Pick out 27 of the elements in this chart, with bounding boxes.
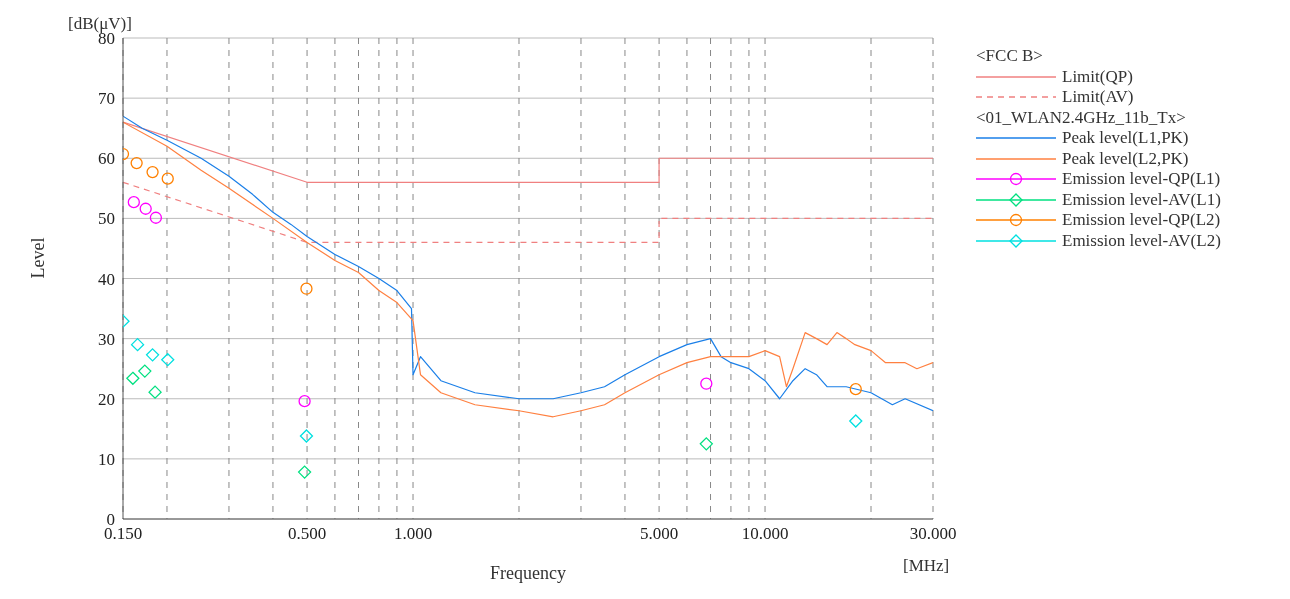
x-tick-label: 1.000 [393,524,433,544]
y-tick-label: 20 [98,389,115,409]
legend-label: Emission level-AV(L2) [1062,230,1221,251]
legend-label: Emission level-QP(L2) [1062,210,1221,231]
legend-label: Emission level-QP(L1) [1062,169,1221,190]
text: [dB(μV)] [68,14,132,33]
y-tick-label: 30 [98,329,115,349]
y-tick-label: 40 [98,269,115,289]
x-tick-label: 5.000 [639,524,679,544]
legend-label: Emission level-AV(L1) [1062,189,1221,210]
y-tick-label: 70 [98,89,115,109]
x-tick-label: 0.150 [103,524,143,544]
x-tick-label: 30.000 [909,524,957,544]
legend-label: Limit(AV) [1062,87,1134,108]
text: [MHz] [903,556,950,576]
text: <01_WLAN2.4GHz_11b_Tx> [976,107,1187,128]
text: <FCC B> [976,46,1044,67]
legend-label: Peak level(L1,PK) [1062,128,1189,149]
x-tick-label: 0.500 [287,524,327,544]
x-tick-label: 10.000 [741,524,789,544]
legend-label: Limit(QP) [1062,66,1133,87]
legend-label: Peak level(L2,PK) [1062,148,1189,169]
x-axis-title: Frequency [490,563,566,583]
y-tick-label: 60 [98,149,115,169]
y-axis-title: Level [28,237,49,279]
y-tick-label: 10 [98,449,115,469]
y-tick-label: 50 [98,209,115,229]
